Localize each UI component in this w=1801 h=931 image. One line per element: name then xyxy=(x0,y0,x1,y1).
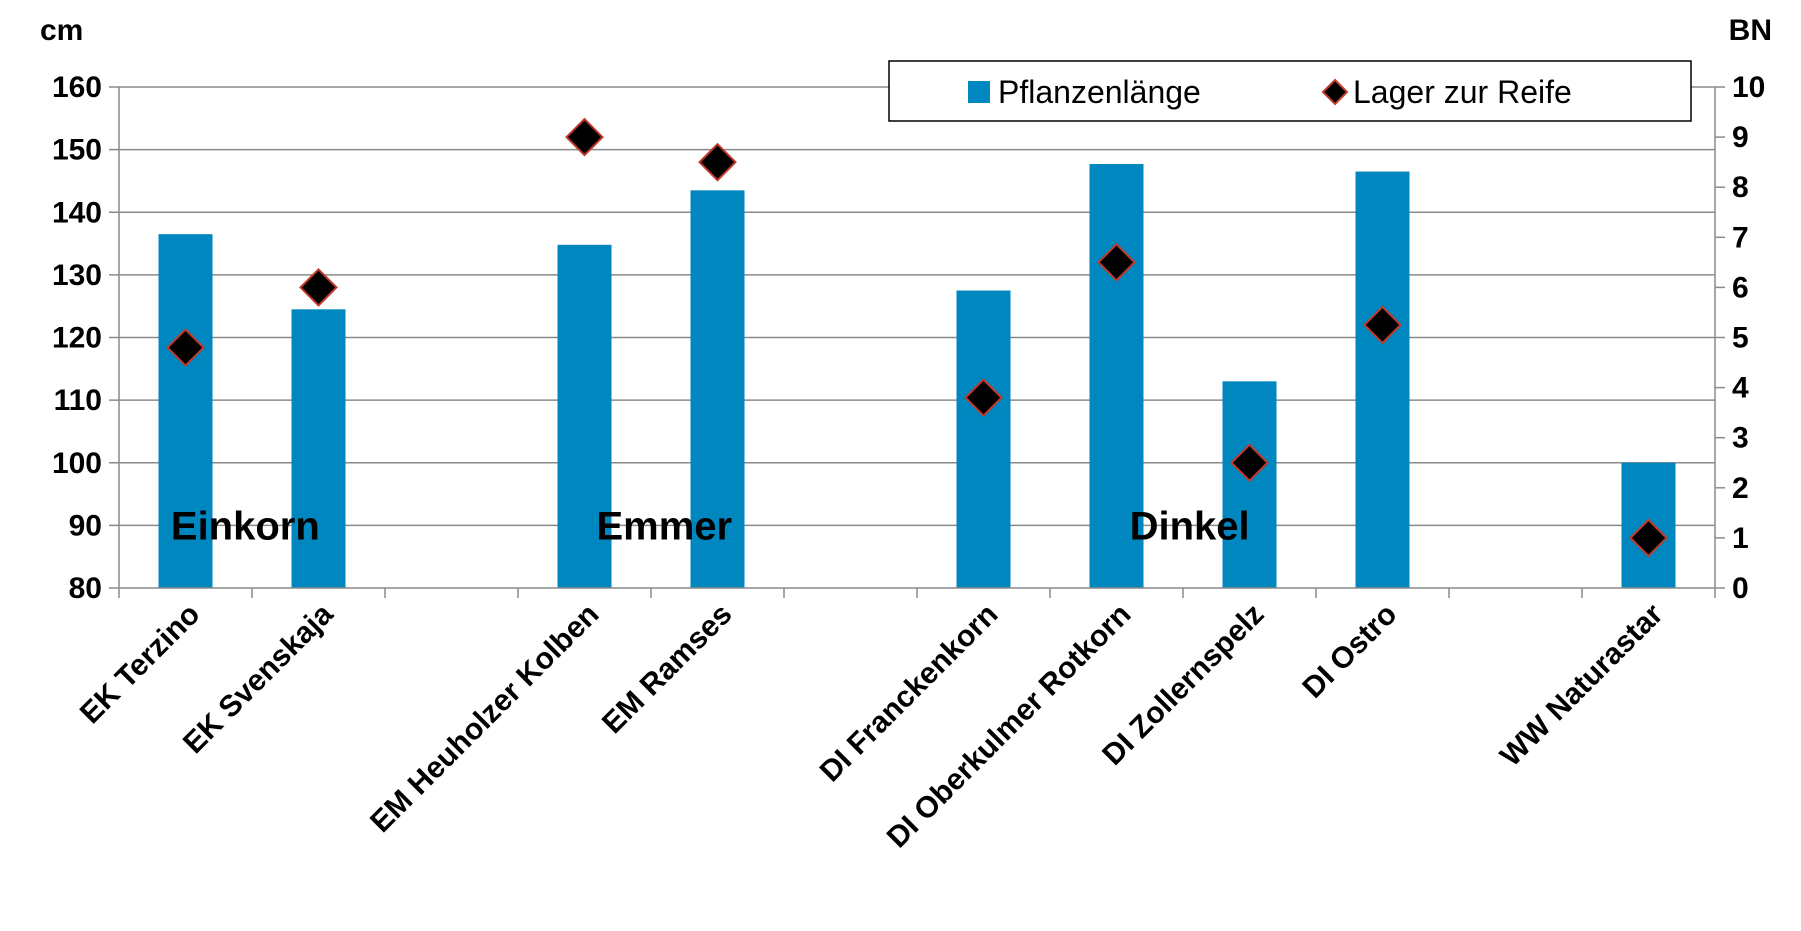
left-tick-label-100: 100 xyxy=(52,447,102,480)
bar-em-heuholzer-kolben xyxy=(557,244,612,588)
left-axis-ticks: 80 90 100 110 120 130 140 150 160 xyxy=(52,71,102,605)
legend-box xyxy=(888,60,1692,122)
category-label-em-ramses: EM Ramses xyxy=(596,598,738,740)
bar-di-zollernspelz xyxy=(1222,381,1277,588)
bar-di-oberkulmer-rotkorn xyxy=(1089,164,1144,588)
point-ek-svenskaja xyxy=(299,267,338,307)
point-di-oberkulmer-rotkorn xyxy=(1097,242,1136,282)
left-tick-label-150: 150 xyxy=(52,134,102,167)
left-tick-label-80: 80 xyxy=(69,572,102,605)
group-label-dinkel: Dinkel xyxy=(1130,504,1250,548)
right-axis-title: BN xyxy=(1729,14,1772,47)
group-label-emmer: Emmer xyxy=(596,504,732,548)
right-tick-label-4: 4 xyxy=(1732,372,1749,405)
point-em-ramses xyxy=(698,142,737,182)
legend-swatch-pflanzenlaenge xyxy=(968,81,990,103)
group-label-einkorn: Einkorn xyxy=(171,504,320,548)
gridlines xyxy=(119,86,1715,527)
left-axis-title: cm xyxy=(40,14,83,47)
bar-di-ostro xyxy=(1355,171,1410,588)
legend-marker-lager xyxy=(1321,78,1349,106)
legend-label-pflanzenlaenge: Pflanzenlänge xyxy=(998,74,1201,110)
right-tick-label-0: 0 xyxy=(1732,572,1749,605)
point-di-ostro xyxy=(1363,305,1402,345)
category-label-ek-terzino: EK Terzino xyxy=(74,598,207,731)
right-tick-label-7: 7 xyxy=(1732,221,1749,254)
right-tick-label-5: 5 xyxy=(1732,322,1749,355)
left-tick-label-110: 110 xyxy=(54,384,102,417)
left-tick-label-160: 160 xyxy=(52,71,102,104)
category-label-em-heuholzer-kolben: EM Heuholzer Kolben xyxy=(364,598,605,839)
category-label-di-ostro: DI Ostro xyxy=(1296,598,1403,705)
bar-em-ramses xyxy=(690,190,745,589)
point-ww-naturastar xyxy=(1629,518,1668,558)
legend-label-lager: Lager zur Reife xyxy=(1353,74,1572,110)
bar-series-pflanzenlaenge xyxy=(158,164,1676,589)
right-tick-label-9: 9 xyxy=(1732,121,1749,154)
point-em-heuholzer-kolben xyxy=(565,117,604,157)
left-tick-label-120: 120 xyxy=(52,322,102,355)
left-tick-label-130: 130 xyxy=(52,259,102,292)
right-tick-label-3: 3 xyxy=(1732,422,1749,455)
right-axis-ticks: 0 1 2 3 4 5 6 7 8 9 10 xyxy=(1732,71,1765,605)
point-di-franckenkorn xyxy=(964,378,1003,418)
right-tick-label-8: 8 xyxy=(1732,171,1749,204)
category-label-ww-naturastar: WW Naturastar xyxy=(1494,597,1670,773)
point-ek-terzino xyxy=(166,328,205,367)
axes xyxy=(109,86,1725,598)
bar-ek-svenskaja xyxy=(291,309,346,588)
group-annotations: Einkorn Emmer Dinkel xyxy=(171,504,1250,548)
left-tick-label-140: 140 xyxy=(52,196,102,229)
legend: Pflanzenlänge Lager zur Reife xyxy=(888,60,1692,122)
marker-series-lager-zur-reife xyxy=(166,117,1668,558)
category-label-di-oberkulmer-rotkorn: DI Oberkulmer Rotkorn xyxy=(881,598,1138,855)
right-tick-label-6: 6 xyxy=(1732,271,1749,304)
bar-ek-terzino xyxy=(158,234,213,588)
right-tick-label-2: 2 xyxy=(1732,472,1749,505)
left-tick-label-90: 90 xyxy=(69,509,102,542)
right-tick-label-10: 10 xyxy=(1732,71,1765,104)
right-tick-label-1: 1 xyxy=(1732,522,1749,555)
point-di-zollernspelz xyxy=(1230,443,1269,483)
bar-di-franckenkorn xyxy=(956,290,1011,588)
